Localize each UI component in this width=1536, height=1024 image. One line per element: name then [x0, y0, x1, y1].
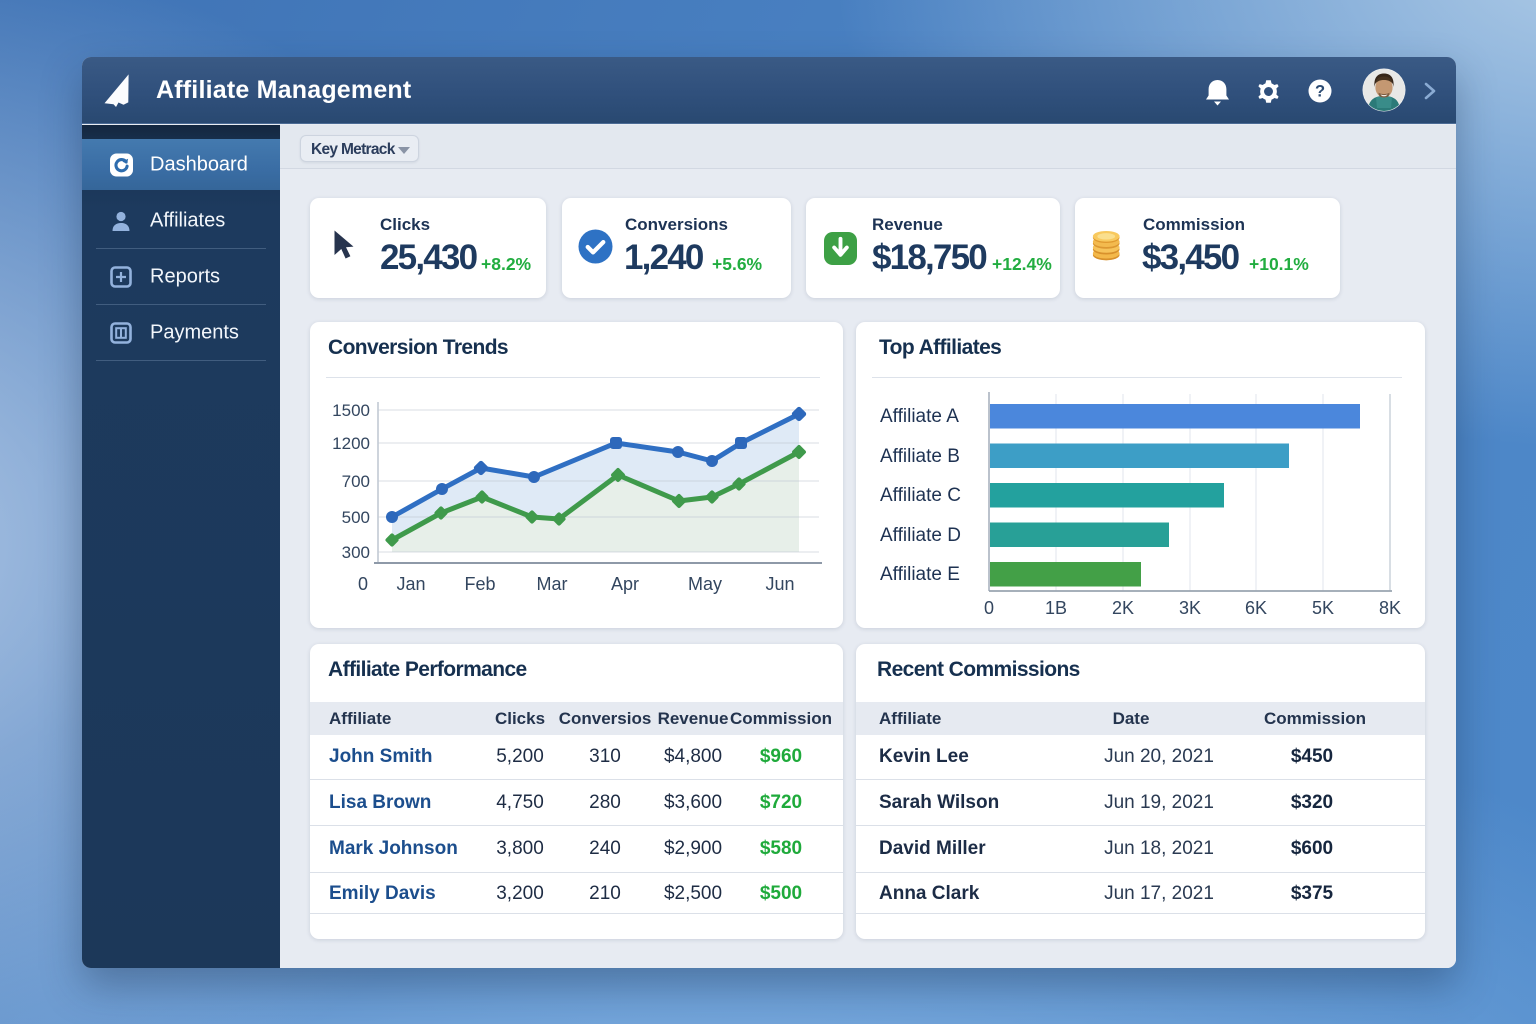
svg-text:Affiliate B: Affiliate B — [880, 446, 960, 467]
svg-text:3K: 3K — [1179, 598, 1201, 618]
svg-text:Affiliate C: Affiliate C — [880, 485, 961, 506]
svg-text:Jan: Jan — [396, 574, 425, 594]
svg-text:1200: 1200 — [332, 434, 370, 453]
svg-text:Affiliate A: Affiliate A — [880, 406, 959, 427]
svg-text:May: May — [688, 574, 722, 594]
svg-text:0: 0 — [358, 574, 368, 594]
svg-text:Feb: Feb — [464, 574, 495, 594]
svg-text:Affiliate D: Affiliate D — [880, 525, 961, 546]
svg-text:Jun: Jun — [765, 574, 794, 594]
svg-text:6K: 6K — [1245, 598, 1267, 618]
svg-text:1B: 1B — [1045, 598, 1067, 618]
svg-text:700: 700 — [342, 472, 370, 491]
svg-text:2K: 2K — [1112, 598, 1134, 618]
svg-text:Affiliate E: Affiliate E — [880, 564, 960, 585]
svg-text:300: 300 — [342, 543, 370, 562]
svg-text:0: 0 — [984, 598, 994, 618]
svg-text:?: ? — [1315, 83, 1325, 101]
svg-text:Mar: Mar — [537, 574, 568, 594]
svg-text:5K: 5K — [1312, 598, 1334, 618]
svg-text:1500: 1500 — [332, 401, 370, 420]
svg-text:8K: 8K — [1379, 598, 1401, 618]
svg-text:Apr: Apr — [611, 574, 639, 594]
svg-text:500: 500 — [342, 508, 370, 527]
